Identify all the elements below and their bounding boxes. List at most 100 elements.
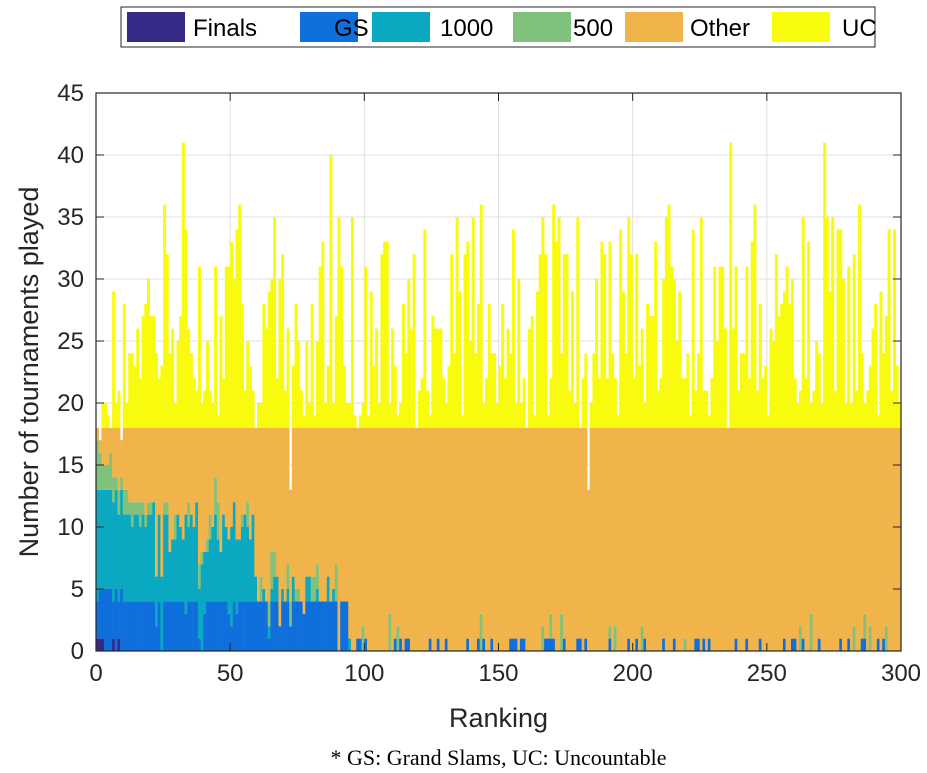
bar-segment-1000: [208, 539, 212, 602]
bar-segment-uc: [536, 291, 540, 428]
bar-segment-uc: [584, 353, 588, 428]
bar-segment-other: [731, 427, 735, 651]
bar-segment-gs: [329, 601, 333, 651]
bar-segment-other: [318, 427, 322, 602]
bar-segment-uc: [638, 365, 642, 428]
bar-segment-uc: [809, 403, 813, 428]
bar-segment-other: [662, 427, 666, 639]
bar-segment-other: [141, 427, 145, 503]
bar-segment-other: [705, 427, 709, 651]
bar-segment-uc: [812, 390, 816, 428]
bar-segment-other: [195, 427, 199, 503]
bar-segment-uc: [442, 378, 446, 428]
bar-segment-uc: [782, 291, 786, 428]
bar-segment-other: [106, 427, 110, 465]
bar-segment-uc: [745, 266, 749, 428]
bar-segment-other: [898, 427, 902, 651]
bar-segment-uc: [705, 390, 709, 428]
bar-segment-other: [415, 427, 419, 651]
bar-segment-other: [431, 427, 435, 651]
y-tick-label: 25: [57, 328, 84, 355]
bar-segment-gs: [257, 601, 260, 651]
bar-segment-500: [259, 576, 263, 602]
bar-segment-uc: [530, 316, 534, 428]
bar-segment-other: [350, 427, 354, 651]
bar-segment-uc: [852, 254, 856, 428]
bar-segment-uc: [396, 415, 400, 428]
bar-segment-other: [541, 427, 545, 627]
bar-segment-other: [785, 427, 789, 651]
bar-segment-gs: [117, 601, 121, 639]
bar-segment-other: [718, 427, 722, 651]
bar-segment-500: [640, 626, 644, 651]
bar-segment-uc: [436, 328, 440, 428]
bar-segment-uc: [393, 365, 397, 428]
bar-segment-uc: [227, 266, 231, 428]
bar-segment-500: [799, 626, 803, 651]
bar-segment-uc: [758, 303, 762, 428]
bar-segment-other: [729, 427, 733, 651]
bar-segment-uc: [278, 279, 282, 428]
bar-segment-other: [640, 427, 644, 627]
bar-segment-gs: [519, 638, 523, 651]
bar-segment-500: [294, 589, 298, 602]
bar-segment-uc: [230, 241, 234, 428]
bar-segment-gs: [219, 601, 223, 651]
bar-segment-uc: [718, 266, 722, 428]
y-axis-ticks: 0 5 10 15 20 25 30 35 40 45: [57, 80, 901, 665]
bar-segment-other: [796, 427, 800, 651]
y-tick-label: 35: [57, 204, 84, 231]
bar-segment-uc: [670, 266, 674, 428]
bar-segment-uc: [769, 328, 773, 428]
bar-segment-gs: [324, 601, 328, 651]
bar-segment-uc: [146, 279, 150, 428]
bar-segment-uc: [197, 266, 201, 428]
bar-segment-other: [694, 427, 698, 639]
bar-segment-gs: [702, 638, 706, 651]
bar-segment-1000: [133, 514, 137, 602]
bar-segment-gs: [745, 638, 749, 651]
bar-segment-uc: [447, 365, 451, 428]
bar-segment-gs: [863, 638, 867, 651]
bar-segment-other: [680, 427, 684, 651]
bar-segment-uc: [654, 241, 658, 428]
bar-segment-other: [297, 427, 301, 589]
bar-segment-other: [401, 427, 405, 651]
bar-segment-other: [841, 427, 845, 651]
bar-segment-uc: [691, 229, 695, 428]
bar-segment-500: [104, 465, 108, 490]
bar-segment-uc: [265, 328, 269, 428]
bar-segment-1000: [187, 527, 191, 602]
bar-segment-gs: [206, 601, 209, 651]
bar-segment-other: [890, 427, 894, 651]
bar-segment-other: [648, 427, 652, 651]
bar-segment-gs: [627, 638, 631, 651]
bar-segment-1000: [146, 514, 150, 602]
bar-segment-gs: [195, 601, 199, 651]
bar-segment-uc: [152, 316, 156, 428]
bar-segment-uc: [350, 217, 354, 428]
bar-segment-uc: [364, 266, 368, 428]
bar-segment-other: [616, 427, 620, 651]
bar-segment-uc: [316, 341, 320, 428]
bar-segment-1000: [235, 539, 239, 614]
bar-segment-uc: [721, 266, 725, 428]
bar-segment-other: [337, 427, 341, 651]
bar-segment-gs: [635, 638, 639, 651]
bar-segment-other: [643, 427, 647, 639]
bar-segment-500: [809, 613, 813, 651]
bar-segment-other: [439, 427, 443, 651]
bar-segment-gs: [302, 613, 306, 651]
bar-segment-1000: [275, 576, 279, 602]
bar-segment-other: [723, 427, 727, 651]
bar-segment-uc: [847, 266, 851, 428]
bar-segment-other: [702, 427, 706, 639]
bar-segment-other: [689, 427, 692, 651]
bar-segment-uc: [541, 217, 545, 428]
bar-segment-gs: [694, 638, 698, 651]
bar-segment-uc: [391, 328, 395, 428]
bar-segment-other: [125, 427, 129, 490]
bar-segment-uc: [404, 353, 408, 428]
bar-segment-other: [659, 427, 663, 651]
bar-segment-other: [748, 427, 752, 651]
